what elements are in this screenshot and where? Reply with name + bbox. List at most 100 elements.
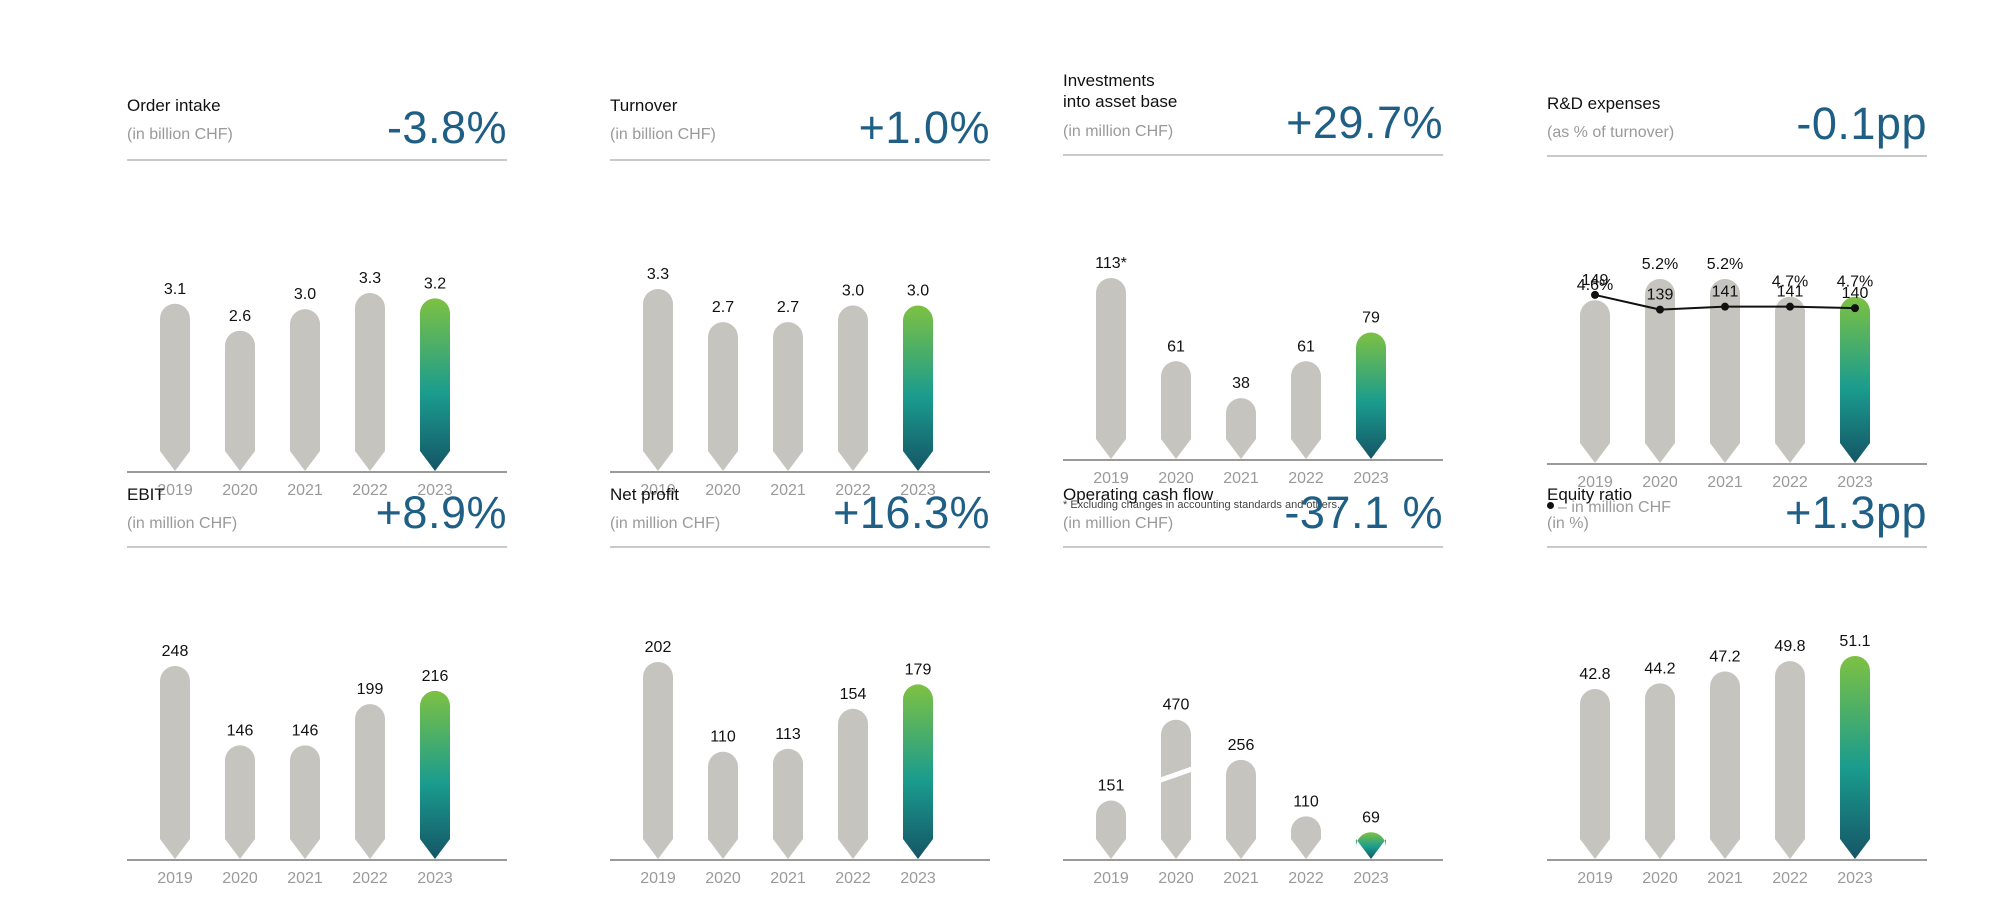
bar-value-label: 4.6%	[1577, 277, 1613, 294]
x-tick-label: 2023	[1837, 474, 1873, 491]
line-point	[1851, 304, 1859, 313]
bar	[420, 298, 450, 471]
bar-value-label: 202	[645, 639, 672, 656]
bar-chart: 248 2019 146 2020 146 2021 199 2022 216 2023	[127, 643, 507, 887]
bar-value-label: 38	[1232, 375, 1250, 392]
x-tick-label: 2023	[417, 870, 453, 887]
bar-value-label: 49.8	[1774, 638, 1805, 655]
x-tick-label: 2022	[1288, 470, 1324, 487]
bar-value-label: 256	[1228, 737, 1255, 754]
chart-subtitle: (in billion CHF)	[610, 126, 716, 143]
bar	[1161, 719, 1191, 859]
bar-value-label: 5.2%	[1642, 256, 1678, 273]
x-tick-label: 2021	[770, 482, 806, 499]
bar-chart: 3.3 2019 2.7 2020 2.7 2021 3.0 2022 3.0 2023	[610, 266, 990, 499]
bar	[1356, 332, 1386, 459]
bar	[1775, 296, 1805, 463]
bar	[1775, 661, 1805, 859]
bar	[1226, 398, 1256, 459]
chart-title: Order intake	[127, 96, 221, 115]
change-value: -37.1 %	[1284, 487, 1443, 538]
bar	[903, 305, 933, 471]
chart-panel: Turnover (in billion CHF) +1.0% 3.3 2019 2.7 2…	[610, 95, 990, 531]
legend: – in million CHF	[1547, 499, 1671, 517]
x-tick-label: 2022	[1772, 870, 1808, 887]
bar-value-label: 69	[1362, 809, 1380, 826]
bar-value-label: 216	[422, 668, 449, 685]
x-tick-label: 2019	[1577, 870, 1613, 887]
bar	[290, 309, 320, 471]
x-tick-label: 2019	[157, 870, 193, 887]
bar-value-label: 4.7%	[1772, 274, 1808, 291]
x-tick-label: 2021	[770, 870, 806, 887]
chart-panel: R&D expenses (as % of turnover) -0.1pp – in…	[1547, 93, 1927, 523]
x-tick-label: 2023	[417, 482, 453, 499]
chart-subtitle: (in million CHF)	[1063, 123, 1174, 140]
bar	[225, 330, 255, 471]
bar	[1096, 800, 1126, 859]
bar-chart: 3.1 2019 2.6 2020 3.0 2021 3.3 2022 3.2 2023	[127, 270, 507, 499]
x-tick-label: 2019	[640, 482, 676, 499]
bar-chart: 202 2019 110 2020 113 2021 154 2022 179 2023	[610, 639, 990, 887]
bar	[1291, 361, 1321, 459]
bar	[773, 748, 803, 859]
header-rule	[127, 546, 507, 548]
chart-title: Operating cash flow	[1063, 485, 1214, 504]
bar	[1580, 300, 1610, 463]
x-tick-label: 2022	[835, 870, 871, 887]
header-rule	[1547, 155, 1927, 157]
bar-value-label: 113	[775, 726, 801, 743]
x-tick-label: 2022	[1288, 870, 1324, 887]
bar-value-label: 3.1	[164, 281, 186, 298]
bar	[1710, 671, 1740, 859]
chart-title: R&D expenses	[1547, 94, 1661, 113]
bar-value-label: 470	[1163, 697, 1190, 714]
bar	[1710, 279, 1740, 463]
bar	[355, 293, 385, 471]
x-tick-label: 2019	[1093, 870, 1129, 887]
x-tick-label: 2022	[1772, 474, 1808, 491]
x-tick-label: 2023	[1353, 470, 1389, 487]
bar-value-label: 61	[1297, 338, 1315, 355]
x-tick-label: 2020	[222, 482, 258, 499]
bar-value-label: 44.2	[1644, 660, 1675, 677]
bar	[708, 751, 738, 859]
bar-value-label: 3.0	[842, 283, 864, 300]
header-rule	[610, 159, 990, 161]
line-value-label: 139	[1647, 287, 1674, 304]
bar-chart: 42.8 2019 44.2 2020 47.2 2021 49.8 2022 51.1 2023	[1547, 633, 1927, 887]
x-tick-label: 2023	[900, 482, 936, 499]
bar	[1161, 361, 1191, 459]
bar-value-label: 3.2	[424, 275, 446, 292]
x-tick-label: 2021	[287, 482, 323, 499]
x-tick-label: 2022	[835, 482, 871, 499]
change-value: -3.8%	[386, 102, 507, 153]
x-tick-label: 2020	[705, 870, 741, 887]
bar-value-label: 3.3	[359, 270, 381, 287]
x-tick-label: 2021	[1707, 474, 1743, 491]
bar-chart: 4.6% 2019 5.2% 2020 5.2% 2021 4.7% 2022 4.7% 2023…	[1547, 256, 1927, 491]
bar-value-label: 3.0	[294, 286, 316, 303]
bar	[225, 745, 255, 859]
x-tick-label: 2020	[1642, 870, 1678, 887]
x-tick-label: 2021	[1223, 870, 1259, 887]
bar	[160, 666, 190, 859]
x-tick-label: 2020	[705, 482, 741, 499]
bar-value-label: 199	[357, 681, 384, 698]
bar	[290, 745, 320, 859]
chart-title: Investments into asset base	[1063, 71, 1178, 111]
x-tick-label: 2023	[900, 870, 936, 887]
bar-value-label: 79	[1362, 309, 1380, 326]
change-value: +1.0%	[858, 102, 990, 153]
bar	[1840, 296, 1870, 463]
line-point	[1721, 302, 1729, 311]
line-value-label: 141	[1712, 284, 1739, 301]
bar	[1645, 683, 1675, 859]
x-tick-label: 2022	[352, 482, 388, 499]
bar-value-label: 42.8	[1579, 666, 1610, 683]
x-tick-label: 2020	[1158, 470, 1194, 487]
bar-value-label: 146	[292, 722, 319, 739]
x-tick-label: 2019	[157, 482, 193, 499]
bar-chart: 113* 2019 61 2020 38 2021 61 2022 79 2023	[1063, 255, 1443, 487]
bar-chart: 151 2019 470 2020 256 2021 110 2022 69 2023	[1063, 697, 1443, 887]
